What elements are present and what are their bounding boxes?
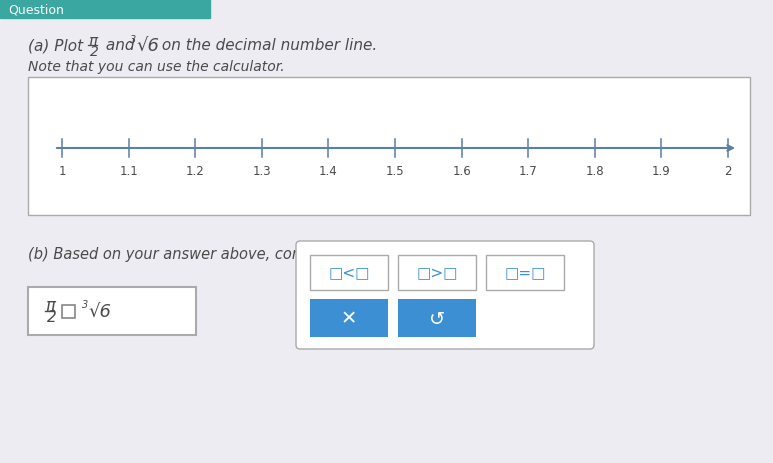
Text: √6: √6 [88,302,111,320]
Text: 1.9: 1.9 [652,165,671,178]
Text: □>□: □>□ [416,266,458,281]
Bar [28,288,196,335]
Text: Note that you can use the calculator.: Note that you can use the calculator. [28,60,284,74]
Text: and: and [382,246,419,261]
Text: Question: Question [8,4,64,17]
Text: 2: 2 [47,310,56,325]
Text: 1.7: 1.7 [519,165,537,178]
Bar [310,256,388,290]
Text: (b) Based on your answer above, compare: (b) Based on your answer above, compare [28,246,339,261]
Text: 1.2: 1.2 [186,165,205,178]
Text: 1.4: 1.4 [319,165,338,178]
Text: 2: 2 [371,252,380,266]
Text: π: π [88,33,97,49]
Text: 3: 3 [82,300,88,309]
Text: 2: 2 [90,45,99,59]
FancyBboxPatch shape [296,242,594,349]
Text: 1.3: 1.3 [253,165,271,178]
Text: 3: 3 [130,35,136,45]
Bar [310,300,388,337]
Text: ↺: ↺ [429,309,445,328]
Bar [486,256,564,290]
Text: 1.5: 1.5 [386,165,404,178]
Bar [398,256,476,290]
Text: using <, >, or =.: using <, >, or =. [437,246,565,261]
Bar [0,0,210,19]
Text: 1.1: 1.1 [119,165,138,178]
Text: 1.8: 1.8 [585,165,604,178]
Text: π: π [370,241,379,256]
Text: √6: √6 [136,37,159,55]
Text: 3: 3 [412,243,418,252]
Text: 2: 2 [724,165,732,178]
Text: √6: √6 [418,244,439,263]
Text: 1.6: 1.6 [452,165,471,178]
Text: □<□: □<□ [329,266,369,281]
Text: (a) Plot: (a) Plot [28,38,83,53]
Bar [28,78,750,216]
Text: 1: 1 [58,165,66,178]
Text: π: π [45,296,55,314]
Text: and: and [101,38,139,53]
Text: □=□: □=□ [504,266,546,281]
Bar [398,300,476,337]
Text: on the decimal number line.: on the decimal number line. [157,38,377,53]
Bar [62,305,75,319]
Text: ✕: ✕ [341,309,357,328]
